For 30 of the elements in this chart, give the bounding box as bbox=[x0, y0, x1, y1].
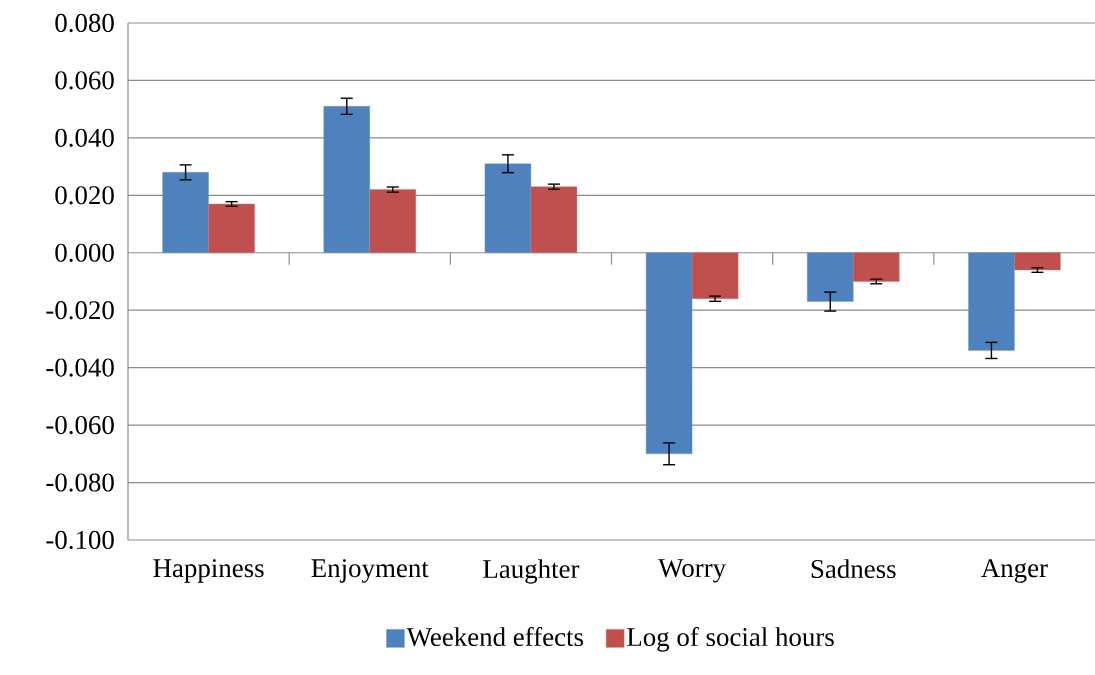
bar bbox=[807, 252, 854, 302]
x-tick-label: Laughter bbox=[483, 559, 580, 584]
x-tick-label: Worry bbox=[658, 559, 727, 583]
x-tick-label: Sadness bbox=[811, 559, 896, 579]
bar bbox=[323, 106, 370, 253]
bar bbox=[968, 252, 1015, 351]
bar bbox=[484, 163, 532, 253]
y-tick-label: 0.060 bbox=[55, 71, 114, 90]
y-tick-label: -0.060 bbox=[46, 415, 114, 435]
y-tick-label: 0.000 bbox=[55, 243, 114, 262]
bar bbox=[645, 252, 693, 455]
bar bbox=[1014, 252, 1061, 271]
bar bbox=[691, 252, 739, 299]
bar bbox=[162, 172, 209, 253]
bar bbox=[369, 189, 416, 253]
y-tick-label: 0.040 bbox=[55, 128, 114, 148]
x-tick-label: Enjoyment bbox=[311, 559, 429, 583]
legend-label: Weekend effects bbox=[406, 626, 584, 647]
y-tick-label: 0.020 bbox=[55, 186, 114, 205]
legend-label: Log of social hours bbox=[627, 626, 834, 652]
x-tick-label: Anger bbox=[981, 559, 1048, 583]
y-tick-label: 0.080 bbox=[55, 13, 114, 33]
bar bbox=[853, 252, 900, 282]
y-tick-label: -0.020 bbox=[46, 301, 114, 320]
y-tick-label: -0.100 bbox=[46, 530, 114, 550]
x-tick-label: Happiness bbox=[153, 559, 264, 583]
bar bbox=[530, 186, 578, 253]
bar bbox=[208, 203, 255, 253]
y-tick-label: -0.040 bbox=[46, 358, 114, 377]
y-tick-label: -0.080 bbox=[46, 473, 114, 492]
